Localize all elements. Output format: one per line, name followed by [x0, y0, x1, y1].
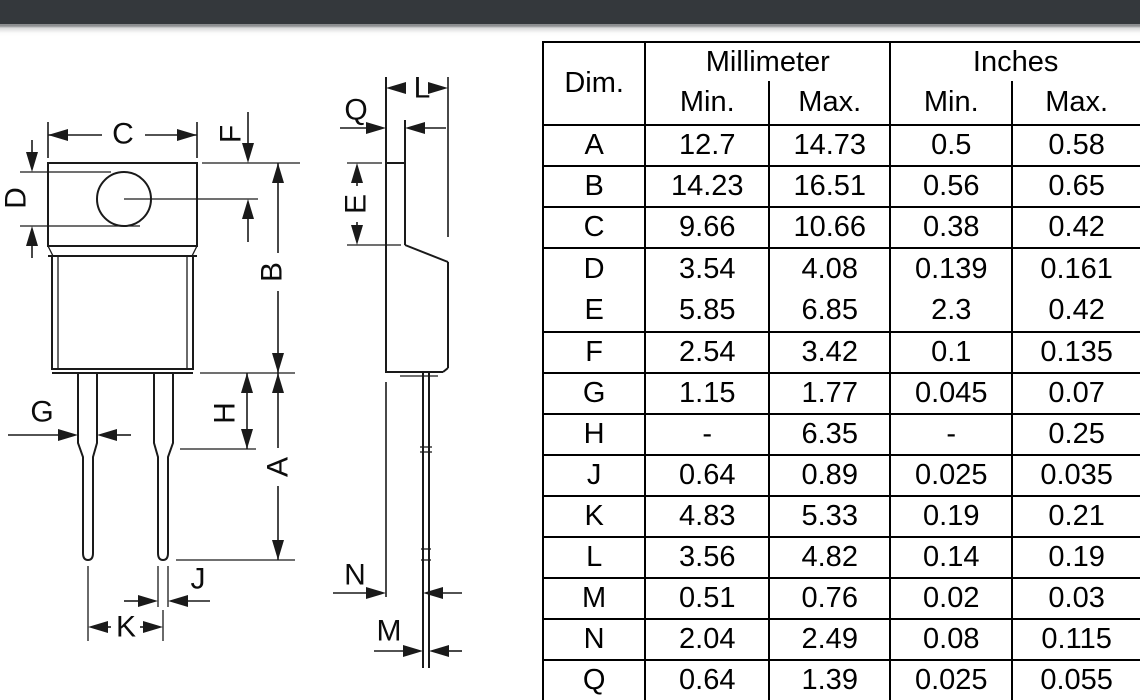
- dimension-annotations-side: Q L E N M: [333, 72, 462, 657]
- table-row: L 3.56 4.82 0.14 0.19: [543, 537, 1140, 579]
- table-row: Q 0.64 1.39 0.025 0.055: [543, 660, 1140, 700]
- dim-label-f: F: [215, 125, 248, 143]
- package-outline-drawing: C D F B H A: [0, 72, 462, 668]
- dim-label-n: N: [344, 559, 366, 592]
- dim-label-a: A: [262, 457, 295, 477]
- top-bar-shadow: [0, 24, 1140, 36]
- header-millimeter: Millimeter: [645, 42, 892, 81]
- dim-label-q: Q: [344, 94, 367, 127]
- front-view: [47, 162, 198, 562]
- header-inches: Inches: [972, 45, 1059, 78]
- table-row: G 1.15 1.77 0.045 0.07: [543, 373, 1140, 415]
- table-row: M 0.51 0.76 0.02 0.03: [543, 578, 1140, 620]
- dim-label-d: D: [0, 187, 33, 209]
- left-lead: [77, 373, 98, 562]
- dim-label-g: G: [30, 396, 53, 429]
- dim-label-e: E: [340, 194, 373, 214]
- table-row: H - 6.35 - 0.25: [543, 414, 1140, 456]
- header-dim: Dim.: [543, 42, 647, 126]
- right-lead: [153, 373, 174, 562]
- side-view: [385, 77, 449, 668]
- dimension-annotations: C D F B H A: [0, 112, 300, 644]
- table-row: B 14.23 16.51 0.56 0.65: [543, 166, 1140, 208]
- header-mm-max: Max.: [769, 81, 892, 126]
- header-in-max: Max.: [1012, 81, 1140, 126]
- tab-outline: [47, 162, 198, 247]
- dim-label-k: K: [116, 611, 136, 644]
- table-row: C 9.66 10.66 0.38 0.42: [543, 207, 1140, 249]
- dim-label-b: B: [256, 262, 289, 282]
- header-in-min: Min.: [890, 81, 1014, 126]
- table-row-d-e: D E 3.54 5.85 4.08 6.85 0.139 2.3 0.161 …: [543, 248, 1140, 333]
- header-mm-min: Min.: [645, 81, 771, 126]
- table-row: A 12.7 14.73 0.5 0.58: [543, 125, 1140, 167]
- table-row: K 4.83 5.33 0.19 0.21: [543, 496, 1140, 538]
- dim-label-c: C: [112, 118, 134, 151]
- window-top-bar: [0, 0, 1140, 24]
- dimension-table-container: Dim. Millimeter Inches Min. Max. Min. Ma…: [542, 41, 1140, 700]
- dim-label-l: L: [414, 72, 431, 105]
- dim-label-j: J: [191, 563, 206, 596]
- body-outline: [51, 255, 194, 370]
- table-row: N 2.04 2.49 0.08 0.115: [543, 619, 1140, 661]
- dim-label-m: M: [377, 615, 402, 648]
- table-row: J 0.64 0.89 0.025 0.035: [543, 455, 1140, 497]
- dim-label-h: H: [209, 402, 242, 424]
- table-row: F 2.54 3.42 0.1 0.135: [543, 332, 1140, 374]
- dimension-table: Dim. Millimeter Inches Min. Max. Min. Ma…: [542, 41, 1140, 700]
